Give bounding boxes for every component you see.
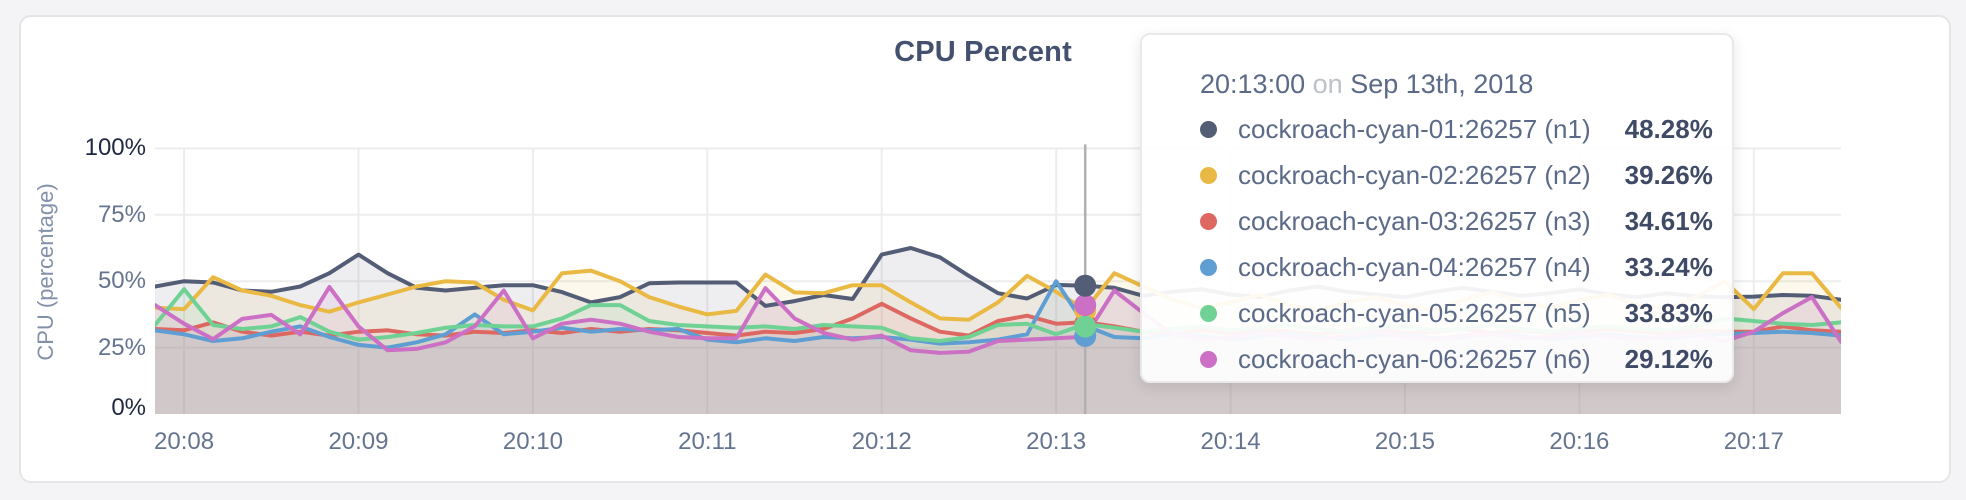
tooltip-row-n3: cockroach-cyan-03:26257 (n3) 34.61% bbox=[1200, 205, 1713, 238]
hover-dot-n6 bbox=[1074, 294, 1097, 317]
x-tick-2013: 20:13 bbox=[1026, 428, 1087, 455]
tooltip-row-n5: cockroach-cyan-05:26257 (n5) 33.83% bbox=[1200, 297, 1713, 330]
y-tick-25: 25% bbox=[97, 333, 146, 361]
tooltip-header: 20:13:00 on Sep 13th, 2018 bbox=[1200, 69, 1696, 100]
series-color-dot-icon bbox=[1200, 351, 1217, 368]
series-color-dot-icon bbox=[1200, 121, 1217, 138]
tooltip-row-n6: cockroach-cyan-06:26257 (n6) 29.12% bbox=[1200, 343, 1713, 376]
tooltip-date: Sep 13th, 2018 bbox=[1350, 69, 1534, 99]
x-tick-2011: 20:11 bbox=[678, 428, 737, 455]
tooltip-series-value: 33.24% bbox=[1624, 252, 1713, 282]
x-tick-2014: 20:14 bbox=[1200, 428, 1261, 455]
tooltip-series-label: cockroach-cyan-02:26257 (n2) bbox=[1238, 160, 1591, 190]
tooltip-series-label: cockroach-cyan-01:26257 (n1) bbox=[1238, 114, 1591, 144]
tooltip-row-n4: cockroach-cyan-04:26257 (n4) 33.24% bbox=[1200, 251, 1713, 284]
tooltip-series-label: cockroach-cyan-03:26257 (n3) bbox=[1238, 206, 1591, 236]
y-tick-0: 0% bbox=[111, 394, 146, 421]
tooltip-time: 20:13:00 bbox=[1200, 69, 1306, 99]
y-tick-50: 50% bbox=[97, 267, 146, 295]
tooltip-series-label: cockroach-cyan-06:26257 (n6) bbox=[1238, 344, 1591, 374]
hover-dot-n1 bbox=[1074, 274, 1097, 297]
x-tick-2017: 20:17 bbox=[1723, 428, 1784, 455]
series-color-dot-icon bbox=[1200, 259, 1217, 276]
tooltip-series-value: 34.61% bbox=[1624, 206, 1713, 236]
hover-tooltip: 20:13:00 on Sep 13th, 2018 cockroach-cya… bbox=[1140, 33, 1734, 383]
tooltip-series-label: cockroach-cyan-05:26257 (n5) bbox=[1238, 298, 1591, 328]
y-tick-75: 75% bbox=[97, 200, 146, 228]
tooltip-series-value: 39.26% bbox=[1624, 160, 1713, 190]
x-tick-2009: 20:09 bbox=[328, 428, 389, 455]
chart-title: CPU Percent bbox=[894, 36, 1072, 68]
x-tick-2016: 20:16 bbox=[1549, 428, 1610, 455]
tooltip-series-label: cockroach-cyan-04:26257 (n4) bbox=[1238, 252, 1591, 282]
x-tick-2010: 20:10 bbox=[502, 428, 563, 455]
series-color-dot-icon bbox=[1200, 167, 1217, 184]
tooltip-row-n1: cockroach-cyan-01:26257 (n1) 48.28% bbox=[1200, 113, 1713, 146]
x-tick-2012: 20:12 bbox=[851, 428, 912, 455]
tooltip-on-word: on bbox=[1312, 69, 1343, 99]
tooltip-row-n2: cockroach-cyan-02:26257 (n2) 39.26% bbox=[1200, 159, 1713, 192]
y-tick-100: 100% bbox=[84, 134, 146, 162]
series-color-dot-icon bbox=[1200, 305, 1217, 322]
x-tick-2015: 20:15 bbox=[1374, 428, 1435, 455]
tooltip-rows: cockroach-cyan-01:26257 (n1) 48.28% cockro… bbox=[1200, 113, 1713, 376]
tooltip-series-value: 48.28% bbox=[1624, 114, 1713, 144]
tooltip-series-value: 29.12% bbox=[1624, 344, 1713, 374]
series-color-dot-icon bbox=[1200, 213, 1217, 230]
x-tick-2008: 20:08 bbox=[154, 428, 215, 455]
hover-dot-n5 bbox=[1074, 315, 1097, 338]
tooltip-series-value: 33.83% bbox=[1624, 298, 1713, 328]
y-axis-label: CPU (percentage) bbox=[33, 183, 58, 361]
